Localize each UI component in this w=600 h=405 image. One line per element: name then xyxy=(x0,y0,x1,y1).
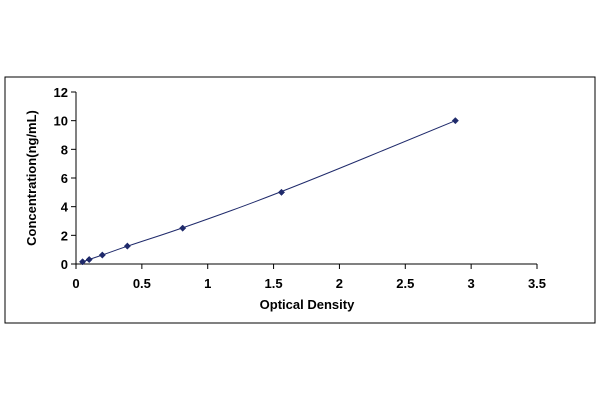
x-axis-title: Optical Density xyxy=(260,297,355,312)
y-tick-label: 10 xyxy=(54,114,68,129)
x-tick-label: 1 xyxy=(204,276,211,291)
x-tick-label: 2.5 xyxy=(396,276,414,291)
data-point xyxy=(123,242,131,250)
x-tick-label: 0 xyxy=(72,276,79,291)
x-tick-label: 2 xyxy=(336,276,343,291)
x-tick-label: 0.5 xyxy=(133,276,151,291)
y-tick-label: 12 xyxy=(54,85,68,100)
x-tick-label: 3 xyxy=(468,276,475,291)
data-point xyxy=(98,251,106,259)
data-point xyxy=(79,258,87,266)
y-axis-title: Concentration(ng/mL) xyxy=(24,110,39,246)
data-point xyxy=(451,117,459,125)
y-tick-label: 0 xyxy=(61,257,68,272)
x-tick-label: 3.5 xyxy=(528,276,546,291)
y-tick-label: 4 xyxy=(61,200,69,215)
y-tick-label: 8 xyxy=(61,142,68,157)
chart-frame xyxy=(4,76,596,324)
data-point xyxy=(85,255,93,264)
data-point xyxy=(179,224,187,232)
y-tick-label: 6 xyxy=(61,171,68,186)
data-point xyxy=(277,188,286,196)
y-tick-label: 2 xyxy=(61,228,68,243)
x-tick-label: 1.5 xyxy=(265,276,283,291)
